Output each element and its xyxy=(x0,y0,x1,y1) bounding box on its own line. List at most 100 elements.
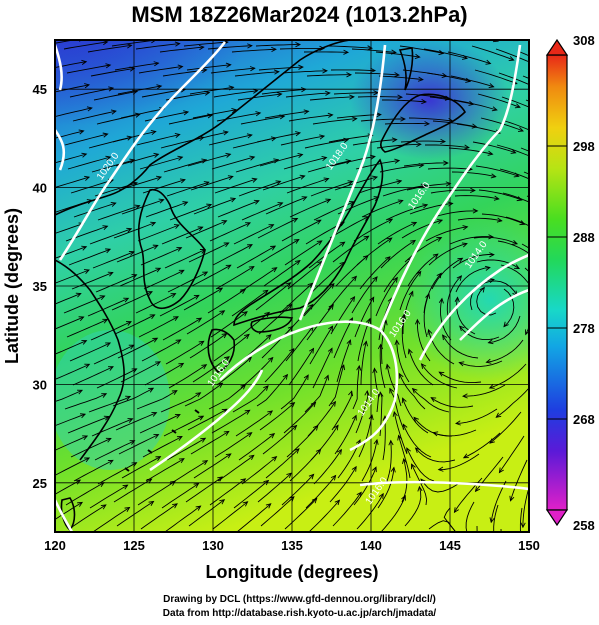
streamline xyxy=(116,501,154,527)
streamline-arrow xyxy=(446,28,451,32)
streamline-arrow xyxy=(432,431,439,437)
streamline-arrow xyxy=(411,221,418,227)
streamline-arrow xyxy=(193,482,200,489)
streamline xyxy=(476,259,520,269)
streamline-arrow xyxy=(292,217,299,223)
streamline xyxy=(93,344,134,365)
streamline-arrow xyxy=(225,453,232,459)
streamline xyxy=(443,507,457,532)
streamline xyxy=(459,360,503,367)
streamline xyxy=(137,481,176,506)
coastline-ryukyu xyxy=(124,409,200,472)
streamline-arrow xyxy=(373,438,379,445)
streamline-arrow xyxy=(430,397,437,403)
streamline-arrow xyxy=(81,59,88,65)
streamline xyxy=(73,202,116,218)
streamline xyxy=(502,192,529,203)
streamline xyxy=(185,220,227,239)
streamline-arrow xyxy=(134,204,141,210)
streamline-arrow xyxy=(321,156,328,162)
streamline-arrow xyxy=(148,387,155,393)
streamline-arrow xyxy=(253,199,260,205)
streamline xyxy=(237,93,282,101)
streamline xyxy=(55,40,77,44)
streamline-arrow xyxy=(349,94,355,100)
streamline xyxy=(496,387,529,418)
streamline-arrow xyxy=(77,389,83,395)
streamline xyxy=(163,415,204,437)
streamline xyxy=(256,374,288,407)
streamline xyxy=(216,23,260,25)
credit-drawing: Drawing by DCL (https://www.gfd-dennou.o… xyxy=(163,594,436,605)
streamline-arrow xyxy=(485,59,492,65)
streamline-arrow xyxy=(479,286,485,293)
streamline xyxy=(210,311,248,338)
streamline-arrow xyxy=(131,368,138,374)
streamline xyxy=(87,297,129,317)
streamline xyxy=(262,425,297,455)
streamline-arrow xyxy=(223,430,230,436)
streamline xyxy=(385,440,392,485)
streamline xyxy=(279,282,313,314)
streamline xyxy=(351,48,396,53)
streamline xyxy=(115,153,159,167)
streamline-arrow xyxy=(489,252,495,258)
streamline xyxy=(55,269,90,284)
streamline-arrow xyxy=(183,110,190,116)
streamline-arrow xyxy=(107,459,114,465)
streamline xyxy=(119,267,161,287)
streamline xyxy=(386,364,402,407)
streamline xyxy=(354,296,375,338)
streamline xyxy=(423,293,430,338)
streamline xyxy=(283,402,316,434)
streamline xyxy=(189,86,234,95)
streamline-arrow xyxy=(99,295,106,301)
streamline xyxy=(97,205,140,221)
streamline-arrow xyxy=(539,206,544,210)
streamline xyxy=(304,139,349,149)
streamline-arrow xyxy=(177,155,184,161)
x-tick-label: 145 xyxy=(439,538,461,553)
streamline xyxy=(432,25,475,36)
streamline-arrow xyxy=(123,297,130,303)
streamline-arrow xyxy=(244,409,251,415)
streamline-arrow xyxy=(401,313,407,320)
streamline xyxy=(213,334,250,362)
streamline-arrow xyxy=(240,288,247,294)
streamline xyxy=(336,22,380,26)
streamline-arrow xyxy=(329,282,335,289)
streamline xyxy=(92,251,135,269)
streamline-arrow xyxy=(508,56,515,61)
streamline xyxy=(186,310,225,335)
streamline xyxy=(72,366,114,386)
streamline-arrow xyxy=(108,366,114,371)
streamline xyxy=(188,242,229,263)
streamline-arrow xyxy=(432,253,439,259)
streamline-arrow xyxy=(242,501,249,507)
streamline-arrow xyxy=(389,387,395,394)
streamline xyxy=(55,457,90,476)
streamline-arrow xyxy=(147,291,153,296)
streamline xyxy=(90,67,135,77)
streamline-arrow xyxy=(535,85,540,89)
streamline-arrow xyxy=(362,340,368,347)
streamline-arrow xyxy=(396,179,403,185)
streamline-arrow xyxy=(489,438,495,444)
streamline-arrow xyxy=(299,174,306,180)
streamline xyxy=(166,437,206,461)
streamline-arrow xyxy=(496,217,503,223)
streamline-arrow xyxy=(520,522,526,529)
streamline xyxy=(457,217,502,222)
streamline xyxy=(183,41,228,47)
streamline-arrow xyxy=(173,316,179,322)
streamline-arrow xyxy=(327,112,334,118)
streamline xyxy=(433,429,477,437)
streamline xyxy=(192,20,236,22)
streamline-arrow xyxy=(413,416,419,423)
streamline-arrow xyxy=(464,144,470,150)
streamline-arrow xyxy=(325,198,332,204)
streamline-arrow xyxy=(111,17,116,21)
streamline xyxy=(260,496,295,527)
streamline-arrow xyxy=(345,159,352,165)
streamline-arrow xyxy=(445,181,452,187)
